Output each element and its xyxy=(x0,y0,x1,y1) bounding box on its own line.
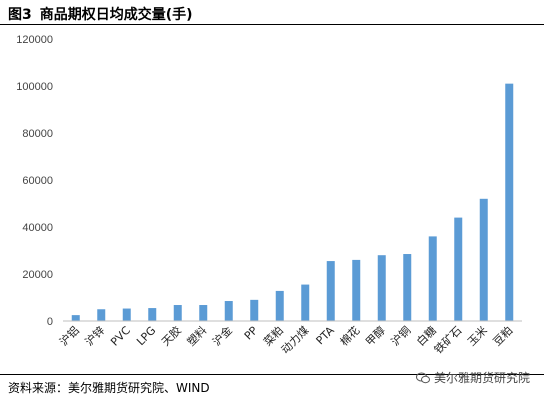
bar xyxy=(479,198,488,321)
bar xyxy=(377,255,386,321)
x-tick-label: 沪铜 xyxy=(388,323,413,348)
bar xyxy=(275,290,284,321)
x-tick-label: 豆粕 xyxy=(490,323,515,348)
y-axis: 0 20000 40000 60000 80000 100000 120000 xyxy=(16,34,53,328)
watermark-text: 美尔雅期货研究院 xyxy=(433,371,530,385)
x-tick-label: 沪锌 xyxy=(82,323,107,348)
bar xyxy=(352,259,361,321)
figure-number: 图3 xyxy=(8,7,32,23)
bar xyxy=(301,284,310,321)
y-tick-label: 60000 xyxy=(22,175,53,187)
bar xyxy=(250,299,259,321)
bars xyxy=(71,83,514,322)
x-tick-label: 棉花 xyxy=(337,323,362,348)
bar xyxy=(97,309,106,321)
figure-title: 图3 商品期权日均成交量(手) xyxy=(8,4,193,24)
bar xyxy=(454,217,463,321)
x-tick-label: PVC xyxy=(108,324,133,349)
figure-caption: 商品期权日均成交量(手) xyxy=(39,7,193,23)
bar xyxy=(173,305,182,321)
y-tick-label: 100000 xyxy=(16,81,53,93)
watermark: 美尔雅期货研究院 xyxy=(415,369,530,386)
x-tick-label: LPG xyxy=(134,324,158,348)
y-tick-label: 120000 xyxy=(16,34,53,46)
bar xyxy=(71,315,80,321)
bar xyxy=(224,301,233,321)
bar xyxy=(148,308,157,321)
x-tick-label: 动力煤 xyxy=(279,324,312,357)
y-tick-label: 40000 xyxy=(22,222,53,234)
y-tick-label: 0 xyxy=(47,316,53,328)
x-tick-label: 塑料 xyxy=(184,323,209,348)
x-tick-label: 沪铝 xyxy=(56,323,81,348)
x-tick-label: 玉米 xyxy=(465,324,490,349)
bar xyxy=(428,236,437,321)
x-axis: 沪铝 沪锌 PVC LPG 天胶 塑料 沪金 PP 菜粕动力煤 PTA 棉花 甲醇 沪铜 白糖铁矿石 玉米豆… xyxy=(56,320,522,357)
y-tick-label: 20000 xyxy=(22,269,53,281)
x-tick-label: 沪金 xyxy=(209,323,234,348)
x-tick-label: 甲醇 xyxy=(362,323,387,348)
bottom-rule xyxy=(0,374,544,375)
bar xyxy=(403,254,412,321)
y-tick-label: 80000 xyxy=(22,128,53,140)
top-rule xyxy=(0,24,544,25)
wechat-icon xyxy=(415,372,430,383)
bar xyxy=(122,308,131,321)
bar xyxy=(199,305,208,321)
source-note: 资料来源：美尔雅期货研究院、WIND xyxy=(8,381,210,395)
x-tick-label: 天胶 xyxy=(158,323,183,348)
x-tick-label: PTA xyxy=(314,324,338,348)
bar xyxy=(326,261,335,321)
x-tick-label: PP xyxy=(242,324,261,343)
bar xyxy=(505,83,514,322)
x-tick-label: 铁矿石 xyxy=(432,324,465,357)
bar-chart: 0 20000 40000 60000 80000 100000 120000 沪铝 沪锌 PV… xyxy=(16,34,522,357)
